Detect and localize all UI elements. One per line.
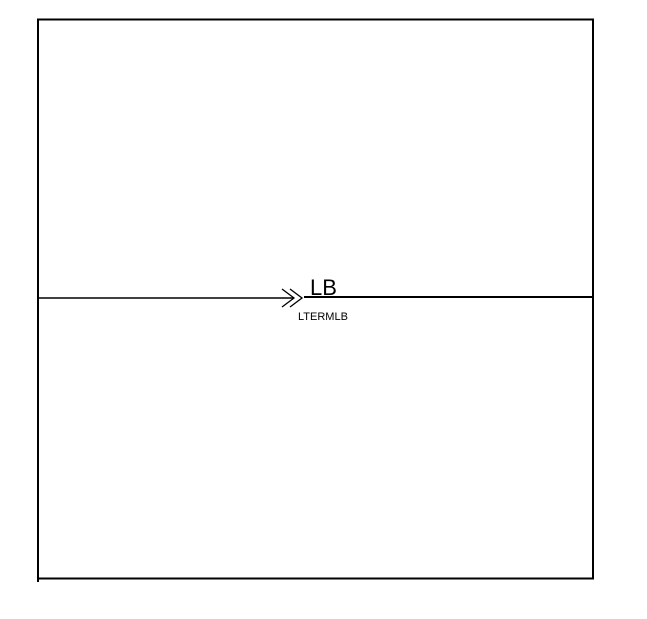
border-frame bbox=[37, 18, 594, 580]
net-name-label: LTERMLB bbox=[298, 311, 348, 323]
port-arrow-icon-second bbox=[289, 288, 304, 308]
port-arrow-icon bbox=[281, 288, 296, 308]
pin-name-label: LB bbox=[310, 275, 337, 300]
